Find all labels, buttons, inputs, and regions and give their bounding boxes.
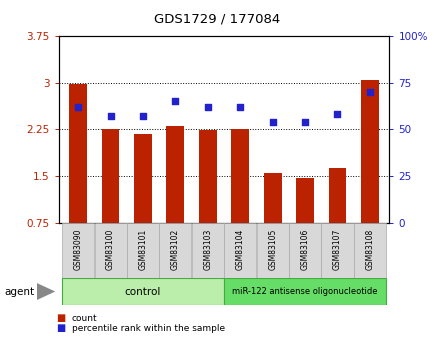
Bar — [159, 223, 191, 278]
Point — [236, 104, 243, 110]
Text: GSM83103: GSM83103 — [203, 228, 212, 270]
Text: GSM83101: GSM83101 — [138, 228, 147, 270]
Bar — [224, 278, 385, 305]
Bar — [191, 223, 224, 278]
Text: control: control — [125, 287, 161, 296]
Bar — [328, 168, 345, 223]
Bar — [224, 223, 256, 278]
Text: GDS1729 / 177084: GDS1729 / 177084 — [154, 12, 280, 25]
Bar — [62, 278, 224, 305]
Text: GSM83108: GSM83108 — [365, 228, 374, 270]
Bar — [231, 129, 249, 223]
Text: GSM83106: GSM83106 — [300, 228, 309, 270]
Text: ■: ■ — [56, 324, 66, 333]
Text: GSM83102: GSM83102 — [171, 228, 180, 270]
Bar — [263, 174, 281, 223]
Text: GSM83090: GSM83090 — [73, 228, 82, 270]
Bar — [134, 134, 151, 223]
Bar — [94, 223, 126, 278]
Point — [139, 114, 146, 119]
Bar — [69, 84, 87, 223]
Point — [365, 89, 372, 95]
Bar — [127, 223, 159, 278]
Text: agent: agent — [4, 287, 34, 296]
Text: count: count — [72, 314, 97, 323]
Text: GSM83104: GSM83104 — [235, 228, 244, 270]
Bar — [256, 223, 288, 278]
Bar — [296, 178, 313, 223]
Point — [107, 114, 114, 119]
Text: GSM83105: GSM83105 — [267, 228, 276, 270]
Text: percentile rank within the sample: percentile rank within the sample — [72, 324, 224, 333]
Bar — [321, 223, 353, 278]
Bar — [288, 223, 320, 278]
Text: GSM83100: GSM83100 — [106, 228, 115, 270]
Bar — [353, 223, 385, 278]
Point — [171, 99, 178, 104]
Polygon shape — [37, 283, 55, 300]
Bar — [102, 129, 119, 223]
Bar — [166, 126, 184, 223]
Bar — [360, 80, 378, 223]
Point — [204, 104, 211, 110]
Text: miR-122 antisense oligonucleotide: miR-122 antisense oligonucleotide — [232, 287, 377, 296]
Text: ■: ■ — [56, 313, 66, 323]
Text: GSM83107: GSM83107 — [332, 228, 341, 270]
Point — [301, 119, 308, 125]
Bar — [198, 130, 216, 223]
Point — [75, 104, 82, 110]
Point — [269, 119, 276, 125]
Point — [333, 112, 340, 117]
Bar — [62, 223, 94, 278]
